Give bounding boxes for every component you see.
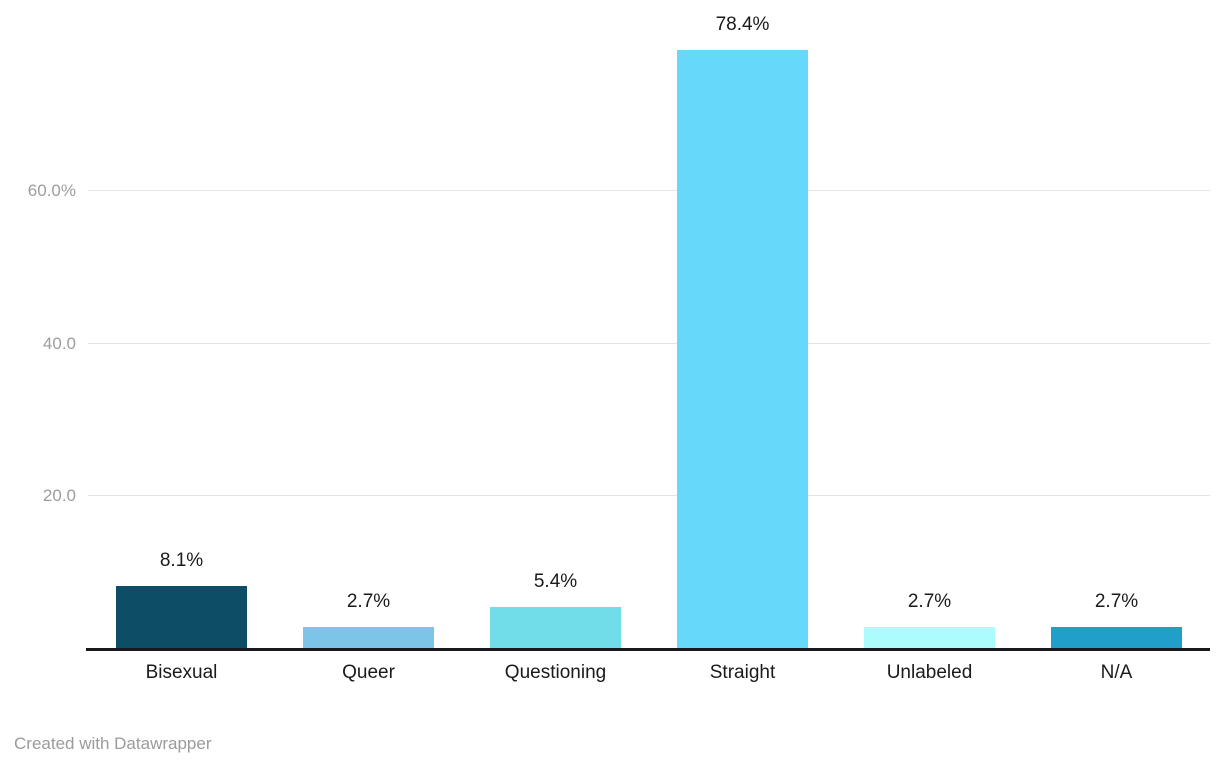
bar-queer bbox=[303, 627, 434, 648]
value-label-queer: 2.7% bbox=[346, 591, 391, 612]
value-label-straight: 78.4% bbox=[715, 14, 770, 35]
category-label-straight: Straight bbox=[709, 662, 776, 683]
bar-bisexual bbox=[116, 586, 247, 648]
gridline-20 bbox=[88, 495, 1210, 496]
y-tick-label-60: 60.0% bbox=[27, 181, 76, 200]
y-tick-label-40: 40.0 bbox=[42, 334, 76, 353]
category-label-n-a: N/A bbox=[1100, 662, 1133, 683]
gridline-60 bbox=[88, 190, 1210, 191]
bar-straight bbox=[677, 50, 808, 648]
bar-questioning bbox=[490, 607, 621, 648]
value-label-questioning: 5.4% bbox=[533, 571, 578, 592]
category-label-queer: Queer bbox=[342, 662, 395, 683]
gridline-40 bbox=[88, 343, 1210, 344]
value-label-n-a: 2.7% bbox=[1094, 591, 1139, 612]
value-label-bisexual: 8.1% bbox=[159, 550, 204, 571]
category-label-bisexual: Bisexual bbox=[145, 662, 218, 683]
bar-unlabeled bbox=[864, 627, 995, 648]
category-label-questioning: Questioning bbox=[504, 662, 607, 683]
x-axis-line bbox=[86, 648, 1210, 651]
datawrapper-credit: Created with Datawrapper bbox=[14, 734, 212, 753]
bar-n-a bbox=[1051, 627, 1182, 648]
y-tick-label-20: 20.0 bbox=[42, 486, 76, 505]
value-label-unlabeled: 2.7% bbox=[907, 591, 952, 612]
category-label-unlabeled: Unlabeled bbox=[886, 662, 973, 683]
